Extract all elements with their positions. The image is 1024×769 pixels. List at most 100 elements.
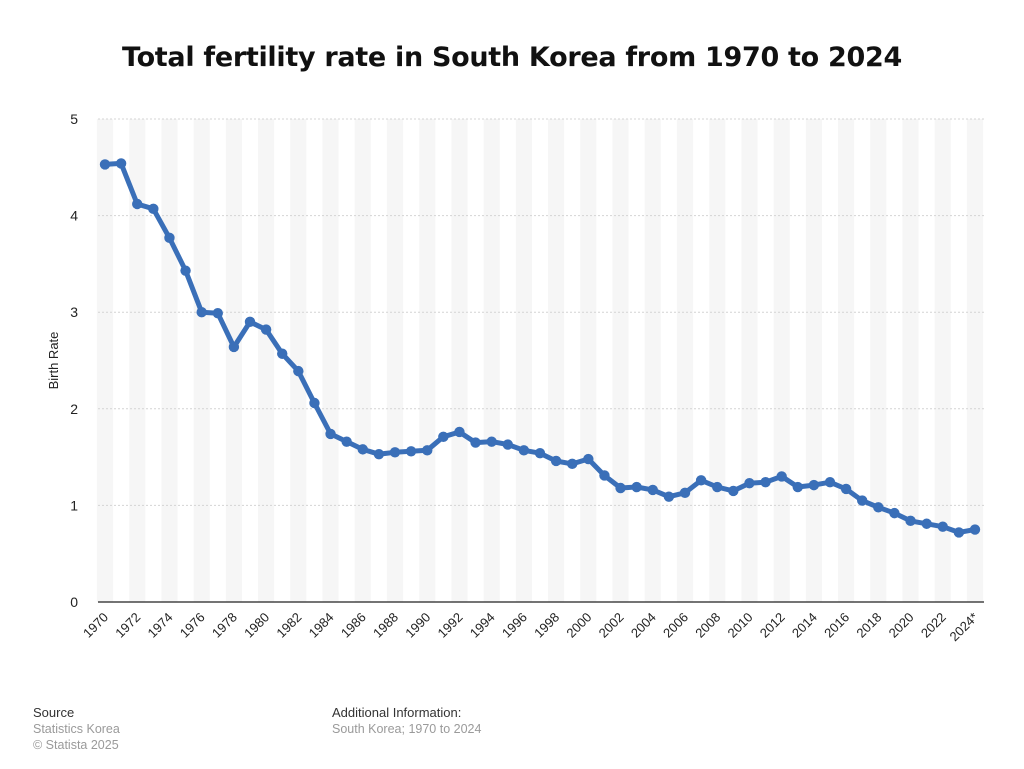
y-tick-label: 3 <box>70 304 78 320</box>
data-point[interactable] <box>550 455 562 467</box>
data-point[interactable] <box>567 458 578 470</box>
data-point[interactable] <box>857 495 868 506</box>
x-tick-label: 1988 <box>370 610 401 641</box>
data-point[interactable] <box>889 507 900 519</box>
x-tick-label: 1986 <box>338 610 369 641</box>
x-tick-label: 1980 <box>241 610 272 641</box>
x-tick-label: 1990 <box>402 610 433 641</box>
data-point[interactable] <box>728 485 739 497</box>
x-tick-label: 1982 <box>273 610 304 641</box>
data-point[interactable] <box>695 475 707 486</box>
data-point[interactable] <box>405 446 417 457</box>
data-point[interactable] <box>921 518 932 529</box>
grid-band <box>258 119 275 602</box>
data-point[interactable] <box>808 479 820 491</box>
data-point[interactable] <box>373 449 385 460</box>
data-point[interactable] <box>244 316 256 328</box>
grid-band <box>612 119 629 602</box>
data-point[interactable] <box>824 477 836 488</box>
data-point[interactable] <box>180 265 191 276</box>
grid-band <box>966 119 984 602</box>
x-tick-label: 1974 <box>145 610 176 641</box>
data-point[interactable] <box>502 439 513 450</box>
y-tick-label: 4 <box>70 208 78 224</box>
data-point[interactable] <box>132 198 143 210</box>
data-point[interactable] <box>873 502 884 513</box>
y-axis-label: Birth Rate <box>46 332 61 390</box>
grid-band <box>193 119 210 602</box>
y-tick-label: 5 <box>70 111 78 127</box>
x-tick-label: 2018 <box>853 610 884 641</box>
source-line[interactable]: Statistics Korea <box>33 722 120 736</box>
grid-band <box>451 119 468 602</box>
data-point[interactable] <box>277 348 288 359</box>
data-point[interactable] <box>615 482 626 494</box>
data-point[interactable] <box>325 428 336 440</box>
additional-info-line: South Korea; 1970 to 2024 <box>332 722 482 736</box>
chart-title: Total fertility rate in South Korea from… <box>122 42 902 73</box>
grid-band <box>225 119 242 602</box>
data-point[interactable] <box>679 487 691 499</box>
x-tick-label: 1998 <box>531 610 562 641</box>
data-point[interactable] <box>196 307 207 318</box>
additional-info-block: Additional Information: South Korea; 197… <box>332 705 481 737</box>
data-point[interactable] <box>341 436 352 447</box>
data-point[interactable] <box>309 397 320 409</box>
source-heading: Source <box>33 705 75 720</box>
x-tick-label: 2022 <box>918 610 949 641</box>
data-point[interactable] <box>631 481 642 493</box>
data-point[interactable] <box>438 431 449 443</box>
grid-band <box>805 119 822 602</box>
data-point[interactable] <box>760 477 771 488</box>
data-points <box>99 158 981 538</box>
data-point[interactable] <box>228 341 240 353</box>
data-point[interactable] <box>840 483 852 495</box>
data-point[interactable] <box>905 515 916 527</box>
grid-band <box>354 119 371 602</box>
data-point[interactable] <box>212 307 223 319</box>
data-point[interactable] <box>518 445 530 456</box>
data-point[interactable] <box>792 481 803 493</box>
data-point[interactable] <box>663 491 675 502</box>
data-point[interactable] <box>99 159 111 170</box>
x-tick-label: 2008 <box>692 610 723 641</box>
data-point[interactable] <box>422 445 433 456</box>
data-point[interactable] <box>389 447 401 458</box>
data-point[interactable] <box>583 453 594 465</box>
data-point[interactable] <box>115 158 127 169</box>
grid-band <box>129 119 146 602</box>
x-tick-label: 2024* <box>946 610 981 645</box>
grid-lines <box>96 118 984 602</box>
x-tick-label: 2000 <box>563 610 594 641</box>
grid-band <box>644 119 661 602</box>
grid-band <box>773 119 790 602</box>
x-tick-label: 2004 <box>628 610 659 641</box>
grid-band <box>386 119 404 602</box>
data-point[interactable] <box>969 524 981 535</box>
x-tick-label: 2010 <box>725 610 756 641</box>
data-point[interactable] <box>744 477 755 489</box>
grid-band <box>322 119 339 602</box>
data-point[interactable] <box>776 471 787 482</box>
data-point[interactable] <box>454 426 465 438</box>
data-point[interactable] <box>647 484 658 496</box>
data-point[interactable] <box>293 365 304 377</box>
data-point[interactable] <box>260 324 272 335</box>
data-point[interactable] <box>486 436 497 447</box>
data-point[interactable] <box>534 448 546 459</box>
grid-band <box>676 119 694 602</box>
data-point[interactable] <box>712 481 723 493</box>
data-point[interactable] <box>953 527 965 538</box>
data-point[interactable] <box>148 203 159 215</box>
grid-band <box>902 119 919 602</box>
data-point[interactable] <box>470 437 481 448</box>
data-point[interactable] <box>164 232 175 244</box>
data-point[interactable] <box>599 470 610 481</box>
grid-band <box>515 119 532 602</box>
data-point[interactable] <box>357 444 368 455</box>
copyright-line[interactable]: © Statista 2025 <box>33 738 119 752</box>
grid-band <box>161 119 178 602</box>
grid-band <box>548 119 565 602</box>
data-point[interactable] <box>937 521 948 532</box>
y-tick-label: 2 <box>70 401 78 417</box>
